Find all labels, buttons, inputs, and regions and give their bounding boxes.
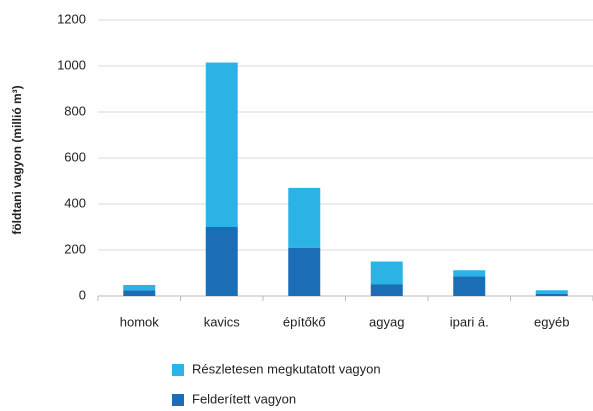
bar-segment xyxy=(453,276,486,296)
x-tick-label: egyéb xyxy=(534,314,569,329)
y-tick-label: 1000 xyxy=(57,57,86,72)
x-tick-label: építőkő xyxy=(283,314,326,329)
bar-segment xyxy=(535,293,568,296)
y-tick-label: 400 xyxy=(64,195,86,210)
legend-label: Részletesen megkutatott vagyon xyxy=(192,361,381,376)
legend-swatch xyxy=(172,364,184,376)
x-tick-label: agyag xyxy=(369,314,404,329)
bar-segment xyxy=(123,284,156,291)
legend-swatch xyxy=(172,394,184,406)
bar-segment xyxy=(205,227,238,296)
x-tick-label: ipari á. xyxy=(450,314,489,329)
x-tick-label: kavics xyxy=(204,314,241,329)
y-axis-label: földtani vagyon (millió m³) xyxy=(10,85,24,234)
bar-segment xyxy=(205,62,238,227)
legend-label: Felderített vagyon xyxy=(192,391,296,406)
bar-segment xyxy=(370,284,403,296)
bar-segment xyxy=(288,247,321,296)
y-tick-label: 200 xyxy=(64,241,86,256)
bar-segment xyxy=(453,270,486,277)
y-tick-label: 800 xyxy=(64,103,86,118)
bar-segment xyxy=(535,290,568,294)
x-tick-label: homok xyxy=(120,314,160,329)
y-tick-label: 0 xyxy=(79,287,86,302)
bar-segment xyxy=(123,290,156,296)
bar-segment xyxy=(288,187,321,248)
bar-segment xyxy=(370,261,403,285)
y-tick-label: 1200 xyxy=(57,11,86,26)
y-tick-label: 600 xyxy=(64,149,86,164)
